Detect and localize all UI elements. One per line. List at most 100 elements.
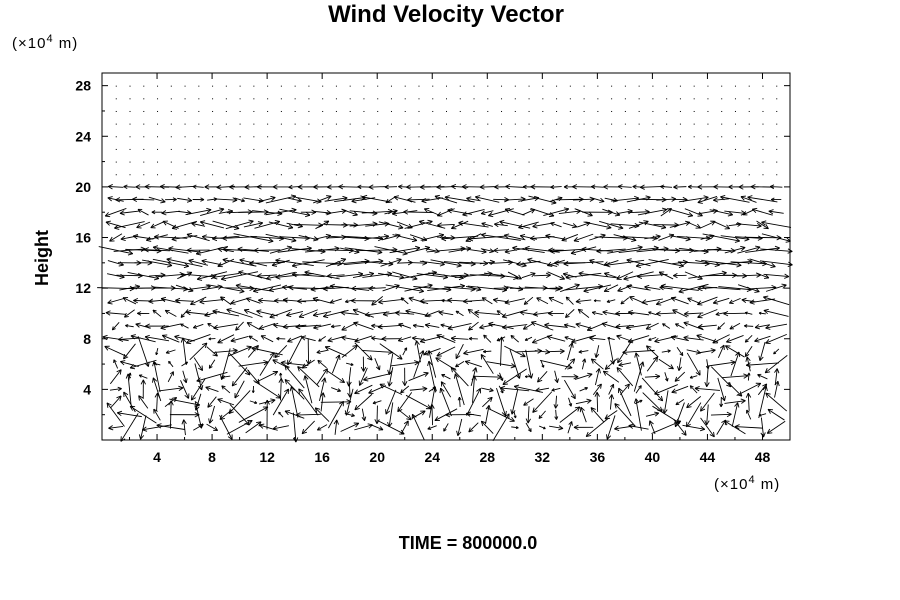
vector-arrowhead: [159, 186, 165, 190]
vector-arrowhead: [352, 344, 358, 347]
vector-arrowhead: [740, 196, 745, 201]
vector-arrowhead: [107, 197, 112, 202]
vector-arrowhead: [408, 296, 414, 299]
vector-arrowhead: [500, 385, 506, 389]
vector-dot: [666, 161, 668, 163]
vector-arrow: [128, 372, 131, 381]
vector-arrowhead: [504, 196, 510, 201]
vector-arrowhead: [288, 224, 294, 229]
vector-arrow: [534, 350, 550, 353]
vector-arrowhead: [563, 272, 568, 275]
vector-dot: [184, 110, 186, 112]
vector-arrowhead: [583, 287, 588, 292]
vector-arrow: [618, 362, 632, 366]
vector-arrowhead: [304, 375, 309, 380]
vector-arrowhead: [152, 377, 158, 382]
vector-arrowhead: [340, 310, 346, 313]
vector-arrowhead: [474, 311, 479, 316]
vector-arrowhead: [481, 420, 487, 424]
vector-arrow: [758, 385, 767, 419]
vector-arrowhead: [414, 360, 420, 363]
vector-arrowhead: [382, 314, 388, 317]
vector-arrowhead: [489, 248, 494, 252]
vector-arrowhead: [186, 342, 192, 345]
vector-dot: [748, 85, 750, 87]
vector-arrow: [543, 208, 569, 217]
vector-arrowhead: [219, 417, 225, 420]
vector-arrowhead: [212, 277, 218, 280]
vector-arrowhead: [574, 283, 580, 286]
vector-arrowhead: [138, 434, 142, 440]
x-tick-label: 28: [479, 449, 495, 465]
vector-dot: [776, 136, 778, 138]
vector-arrowhead: [712, 208, 718, 211]
vector-arrowhead: [706, 420, 710, 426]
vector-arrowhead: [372, 221, 378, 225]
vector-arrow: [565, 309, 575, 318]
vector-arrowhead: [263, 209, 269, 213]
vector-arrowhead: [152, 246, 158, 251]
vector-dot: [377, 136, 379, 138]
vector-arrow: [274, 344, 288, 358]
vector-arrowhead: [511, 363, 516, 367]
vector-arrow: [107, 298, 125, 304]
vector-arrowhead: [565, 274, 571, 279]
vector-arrow: [730, 351, 740, 377]
vector-arrowhead: [268, 240, 274, 244]
vector-arrowhead: [125, 373, 129, 379]
vector-arrow: [175, 284, 194, 292]
vector-arrow: [568, 397, 572, 407]
vector-arrowhead: [404, 381, 408, 386]
vector-arrowhead: [119, 395, 122, 401]
vector-arrow: [199, 299, 225, 303]
vector-arrowhead: [567, 367, 573, 370]
vector-arrowhead: [746, 289, 752, 293]
vector-arrowhead: [776, 235, 782, 239]
vector-arrow: [707, 248, 736, 252]
vector-arrowhead: [287, 246, 293, 251]
vector-arrow: [494, 223, 508, 227]
vector-arrowhead: [728, 186, 733, 190]
vector-arrowhead: [451, 183, 457, 187]
vector-arrowhead: [590, 358, 594, 364]
vector-arrow: [193, 424, 204, 431]
vector-dot: [652, 98, 654, 100]
vector-arrowhead: [575, 298, 581, 303]
vector-arrowhead: [418, 290, 424, 294]
vector-arrowhead: [445, 414, 451, 418]
vector-arrowhead: [670, 336, 676, 341]
vector-arrowhead: [740, 245, 746, 248]
vector-dot: [721, 174, 723, 176]
vector-dot: [611, 123, 613, 125]
vector-arrow: [525, 349, 532, 379]
vector-arrowhead: [116, 369, 122, 373]
vector-arrow: [153, 286, 188, 290]
vector-arrowhead: [441, 238, 447, 242]
vector-arrowhead: [341, 377, 345, 383]
vector-arrow: [410, 262, 427, 264]
vector-arrowhead: [354, 337, 359, 342]
vector-arrow: [182, 337, 187, 366]
vector-dot: [542, 123, 544, 125]
vector-arrow: [243, 222, 263, 228]
vector-arrow: [502, 324, 528, 329]
vector-arrow: [427, 425, 437, 430]
vector-arrowhead: [726, 224, 731, 229]
vector-dot: [322, 161, 324, 163]
vector-arrow: [109, 369, 122, 385]
vector-arrowhead: [479, 186, 485, 190]
vector-arrowhead: [686, 406, 692, 409]
vector-dot: [115, 148, 117, 150]
vector-arrowhead: [208, 338, 212, 341]
vector-dot: [280, 161, 282, 163]
vector-arrowhead: [578, 349, 582, 353]
vector-arrowhead: [747, 196, 752, 201]
vector-arrowhead: [327, 273, 332, 277]
vector-arrow: [290, 386, 299, 418]
vector-arrow: [244, 309, 263, 318]
vector-arrow: [377, 272, 404, 279]
vector-arrowhead: [654, 411, 659, 414]
vector-arrow: [130, 335, 156, 343]
vector-dot: [432, 136, 434, 138]
